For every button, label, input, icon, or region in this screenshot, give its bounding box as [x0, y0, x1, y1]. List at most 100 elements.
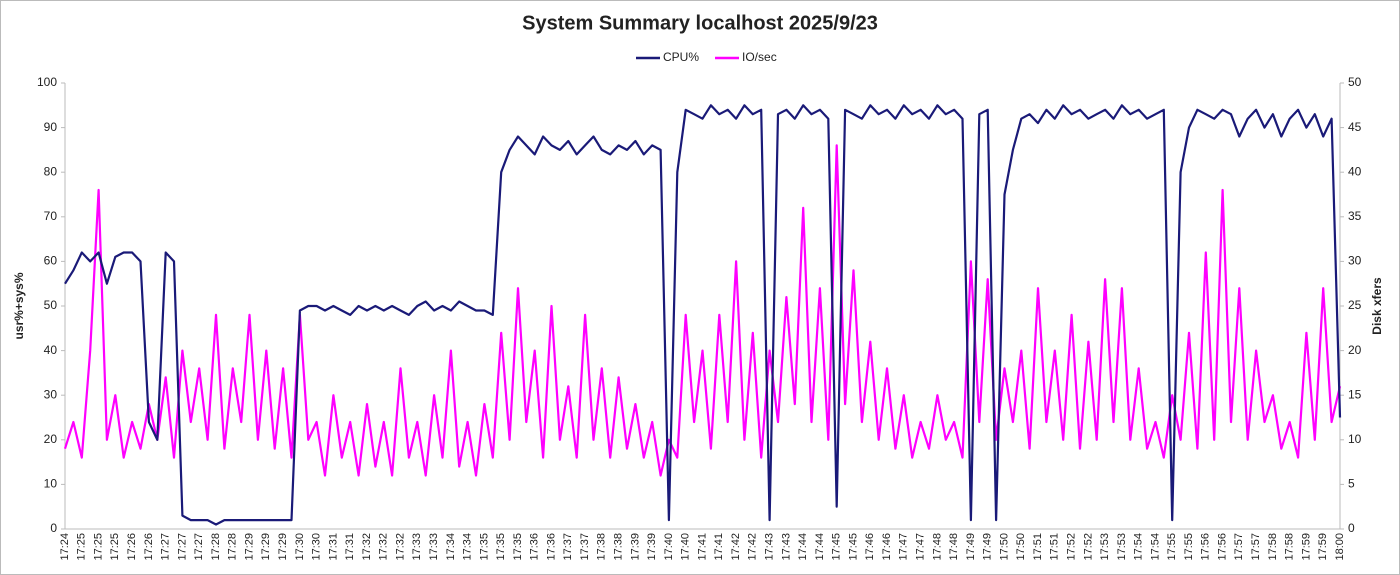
x-tick-label: 17:58	[1284, 533, 1296, 561]
x-tick-label: 17:57	[1233, 533, 1245, 561]
y-tick-label: 10	[44, 477, 58, 491]
x-tick-label: 17:45	[847, 533, 859, 561]
x-tick-label: 17:43	[780, 533, 792, 561]
x-tick-label: 17:57	[1250, 533, 1262, 561]
y-tick-label: 80	[44, 164, 58, 178]
x-tick-label: 17:27	[193, 533, 205, 561]
x-tick-label: 17:27	[176, 533, 188, 561]
y2-tick-label: 25	[1348, 298, 1362, 312]
x-tick-label: 17:38	[596, 533, 608, 561]
x-tick-label: 17:47	[914, 533, 926, 561]
y2-tick-label: 10	[1348, 432, 1362, 446]
x-tick-label: 17:34	[445, 533, 457, 561]
x-tick-label: 17:35	[495, 533, 507, 561]
y2-tick-label: 15	[1348, 387, 1362, 401]
x-tick-label: 17:49	[965, 533, 977, 561]
x-tick-label: 17:51	[1049, 533, 1061, 561]
x-tick-label: 17:47	[898, 533, 910, 561]
x-tick-label: 17:49	[982, 533, 994, 561]
x-tick-label: 17:53	[1099, 533, 1111, 561]
x-tick-label: 17:52	[1082, 533, 1094, 561]
x-tick-label: 17:56	[1216, 533, 1228, 561]
x-tick-label: 17:42	[747, 533, 759, 561]
x-tick-label: 17:33	[428, 533, 440, 561]
x-tick-label: 17:44	[814, 533, 826, 561]
y2-tick-label: 50	[1348, 75, 1362, 89]
x-tick-label: 17:26	[143, 533, 155, 561]
x-tick-label: 17:58	[1267, 533, 1279, 561]
y2-tick-label: 45	[1348, 120, 1362, 134]
legend-label: IO/sec	[742, 50, 777, 64]
y2-tick-label: 30	[1348, 254, 1362, 268]
series-line	[64, 104, 1342, 526]
x-tick-label: 17:45	[831, 533, 843, 561]
x-tick-label: 17:48	[931, 533, 943, 561]
x-tick-label: 17:35	[512, 533, 524, 561]
x-tick-label: 17:28	[227, 533, 239, 561]
x-tick-label: 17:46	[881, 533, 893, 561]
x-tick-label: 17:48	[948, 533, 960, 561]
y2-tick-label: 0	[1348, 521, 1355, 535]
x-tick-label: 17:30	[311, 533, 323, 561]
x-tick-label: 17:28	[210, 533, 222, 561]
x-tick-label: 17:31	[344, 533, 356, 561]
x-tick-label: 17:46	[864, 533, 876, 561]
x-tick-label: 17:52	[1065, 533, 1077, 561]
x-tick-label: 17:41	[713, 533, 725, 561]
x-tick-label: 17:31	[327, 533, 339, 561]
x-tick-label: 17:55	[1166, 533, 1178, 561]
y-tick-label: 20	[44, 432, 58, 446]
x-tick-label: 17:29	[243, 533, 255, 561]
x-tick-label: 17:39	[629, 533, 641, 561]
x-tick-label: 17:34	[462, 533, 474, 561]
x-tick-label: 17:54	[1149, 533, 1161, 561]
x-tick-label: 17:59	[1317, 533, 1329, 561]
x-tick-label: 17:36	[545, 533, 557, 561]
x-tick-label: 17:41	[696, 533, 708, 561]
x-tick-label: 17:42	[730, 533, 742, 561]
x-tick-label: 17:59	[1300, 533, 1312, 561]
y-tick-label: 60	[44, 254, 58, 268]
x-tick-label: 17:43	[764, 533, 776, 561]
y-tick-label: 90	[44, 120, 58, 134]
series-line	[63, 144, 1342, 477]
x-tick-label: 17:56	[1200, 533, 1212, 561]
x-tick-label: 17:29	[277, 533, 289, 561]
x-tick-label: 17:35	[478, 533, 490, 561]
chart-title: System Summary localhost 2025/9/23	[522, 12, 878, 34]
y2-tick-label: 40	[1348, 164, 1362, 178]
x-tick-label: 17:53	[1116, 533, 1128, 561]
x-tick-label: 17:44	[797, 533, 809, 561]
x-tick-label: 17:50	[1015, 533, 1027, 561]
y-tick-label: 100	[37, 75, 57, 89]
y2-axis-title: Disk xfers	[1370, 277, 1384, 335]
x-tick-label: 17:39	[646, 533, 658, 561]
x-tick-label: 17:37	[562, 533, 574, 561]
y-axis-title: usr%+sys%	[12, 272, 26, 339]
x-tick-label: 17:54	[1133, 533, 1145, 561]
x-tick-label: 17:40	[663, 533, 675, 561]
x-tick-label: 17:37	[579, 533, 591, 561]
y-tick-label: 70	[44, 209, 58, 223]
x-tick-label: 17:33	[411, 533, 423, 561]
x-tick-label: 17:26	[126, 533, 138, 561]
x-tick-label: 17:32	[378, 533, 390, 561]
y-tick-label: 50	[44, 298, 58, 312]
x-tick-label: 17:40	[680, 533, 692, 561]
x-tick-label: 17:27	[160, 533, 172, 561]
x-tick-label: 17:25	[76, 533, 88, 561]
x-tick-label: 17:24	[59, 533, 71, 561]
legend-label: CPU%	[663, 50, 699, 64]
y2-tick-label: 20	[1348, 343, 1362, 357]
x-tick-label: 17:25	[109, 533, 121, 561]
y-tick-label: 40	[44, 343, 58, 357]
x-tick-label: 17:38	[613, 533, 625, 561]
y2-tick-label: 5	[1348, 477, 1355, 491]
y-tick-label: 0	[50, 521, 57, 535]
x-tick-label: 17:36	[529, 533, 541, 561]
x-tick-label: 18:00	[1334, 533, 1346, 561]
x-tick-label: 17:29	[260, 533, 272, 561]
